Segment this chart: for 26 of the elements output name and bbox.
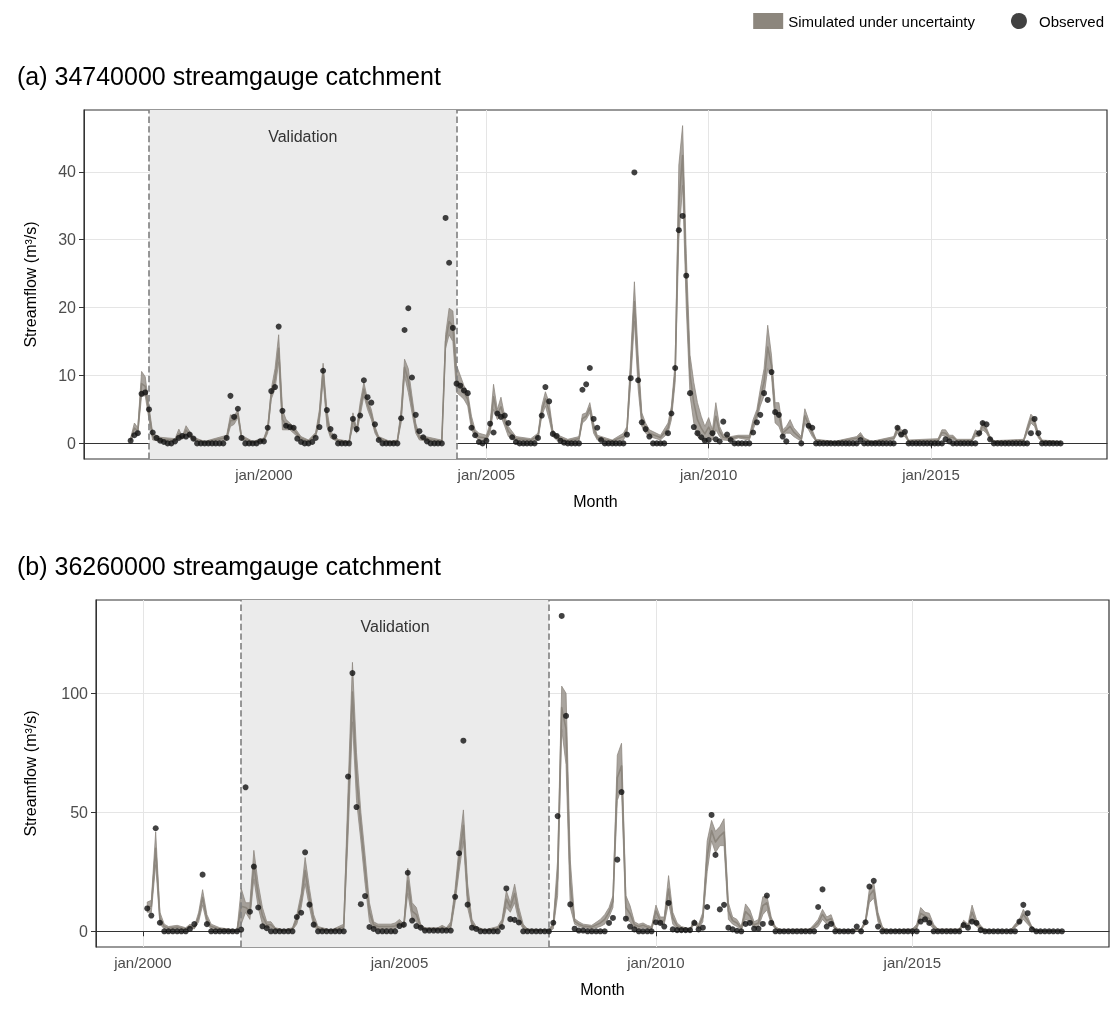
x-tick-label: jan/2000 [234, 466, 293, 483]
y-tick-label: 50 [70, 803, 89, 821]
y-tick-label: 40 [58, 163, 77, 181]
legend-label: Simulated under uncertainty [788, 12, 976, 30]
y-axis-title: Streamflow (m³/s) [21, 221, 39, 348]
band-label: Validation [268, 127, 338, 145]
x-tick-label: jan/2015 [882, 954, 942, 971]
x-tick-label: jan/2000 [113, 954, 172, 971]
x-axis-title: Month [573, 492, 618, 510]
x-tick-label: jan/2010 [626, 954, 685, 971]
y-tick-label: 10 [58, 366, 77, 384]
legend-label: Observed [1038, 12, 1105, 30]
x-tick-label: jan/2005 [369, 954, 429, 971]
y-tick-label: 100 [61, 684, 89, 702]
chart-title: (a) 34740000 streamgauge catchment [17, 61, 441, 90]
x-axis-title: Month [580, 980, 625, 998]
y-tick-label: 0 [79, 922, 89, 940]
chart-title: (b) 36260000 streamgauge catchment [17, 551, 441, 580]
y-tick-label: 0 [67, 434, 77, 452]
x-tick-label: jan/2010 [678, 466, 738, 483]
y-axis-title: Streamflow (m³/s) [21, 710, 39, 837]
y-tick-label: 20 [58, 299, 77, 317]
y-tick-label: 30 [58, 231, 77, 249]
band-label: Validation [360, 617, 430, 635]
x-tick-label: jan/2015 [901, 466, 960, 483]
x-tick-label: jan/2005 [456, 466, 516, 483]
